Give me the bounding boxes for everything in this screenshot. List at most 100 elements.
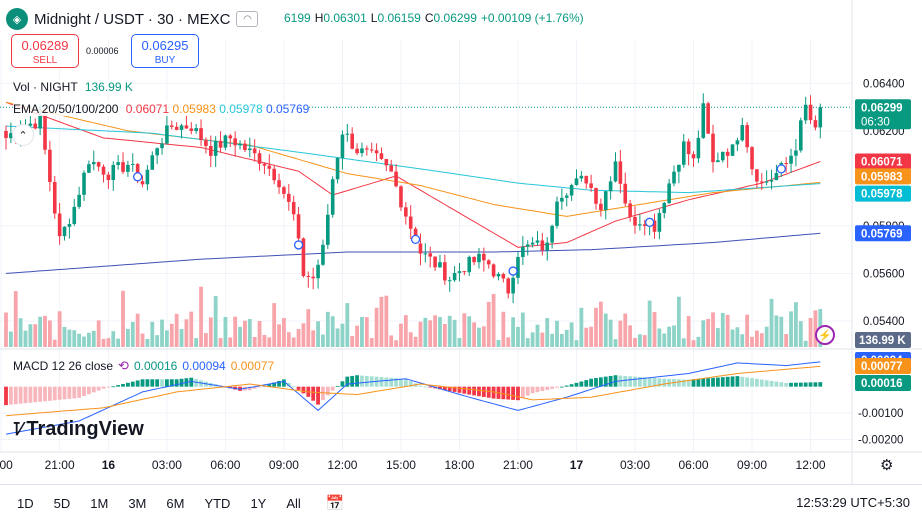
macd-histogram-bar	[481, 386, 486, 397]
macd-histogram-bar	[662, 378, 667, 387]
volume-bar	[86, 332, 91, 347]
tradingview-mark-icon: ⊺⁄	[12, 419, 22, 439]
macd-histogram-bar	[637, 376, 642, 387]
ema-legend[interactable]: EMA 20/50/100/200 0.06071 0.05983 0.0597…	[13, 102, 310, 116]
volume-bar	[428, 320, 433, 347]
range-3m[interactable]: 3M	[128, 495, 147, 511]
candle	[618, 161, 623, 184]
volume-bar	[540, 332, 545, 347]
buy-price: 0.06295	[141, 38, 189, 53]
macd-histogram-bar	[130, 381, 135, 387]
macd-histogram-bar	[730, 376, 735, 387]
macd-legend[interactable]: MACD 12 26 close ⟲ 0.00016 0.00094 0.000…	[13, 358, 275, 373]
volume-bar	[252, 336, 257, 347]
candle	[472, 256, 476, 263]
candle	[652, 220, 657, 232]
candle	[4, 130, 8, 139]
tradingview-logo[interactable]: ⊺⁄ TradingView	[12, 418, 144, 440]
macd-histogram-bar	[623, 375, 628, 387]
candle	[447, 280, 452, 282]
volume-bar	[803, 340, 808, 347]
chart-canvas[interactable]: 0.064000.062000.058000.056000.05400-0.00…	[0, 0, 922, 484]
price-tick-label: 0.05600	[863, 268, 905, 280]
range-1m[interactable]: 1M	[90, 495, 109, 511]
macd-histogram-bar	[657, 378, 662, 387]
macd-histogram-bar	[301, 386, 306, 394]
macd-histogram-bar	[745, 377, 750, 387]
price-label-tag	[855, 153, 911, 170]
range-all[interactable]: All	[286, 495, 301, 511]
volume-bar	[764, 326, 769, 347]
macd-histogram-bar	[257, 386, 262, 388]
range-ytd[interactable]: YTD	[204, 495, 231, 511]
chevron-up-icon[interactable]: ⌃	[12, 124, 34, 146]
range-5d[interactable]: 5D	[53, 495, 71, 511]
volume-bar	[545, 317, 550, 347]
clock[interactable]: 12:53:29 UTC+5:30	[796, 495, 910, 510]
volume-bar	[438, 317, 442, 347]
macd-histogram-bar	[335, 385, 340, 387]
eye-icon[interactable]: ◠	[236, 11, 259, 27]
volume-bar	[199, 286, 203, 347]
volume-bar	[165, 330, 169, 347]
cycle-icon[interactable]: ⟲	[118, 358, 129, 373]
candle	[545, 242, 550, 251]
buy-button[interactable]: 0.06295 BUY	[131, 34, 199, 68]
volume-bar	[481, 326, 486, 347]
volume-bar	[525, 338, 530, 347]
candle	[506, 278, 511, 294]
macd-histogram-bar	[550, 386, 555, 389]
macd-histogram-bar	[759, 379, 764, 387]
candle	[584, 175, 589, 184]
candle	[750, 147, 754, 170]
volume-bar	[223, 317, 228, 347]
candle	[686, 141, 691, 155]
candle	[301, 238, 306, 276]
macd-histogram-bar	[4, 386, 8, 406]
annotation-marker	[776, 164, 786, 174]
candle	[369, 149, 374, 151]
price-label-text: 0.06299	[861, 102, 903, 114]
lightning-icon[interactable]: ⚡	[815, 325, 835, 345]
time-label: 21:00	[503, 458, 533, 472]
candle	[321, 244, 325, 265]
candle	[521, 246, 525, 257]
volume-legend[interactable]: Vol · NIGHT 136.99 K	[13, 80, 133, 94]
macd-histogram-bar	[511, 386, 516, 400]
candle	[696, 137, 701, 159]
price-axis: 0.064000.062000.058000.056000.05400-0.00…	[855, 78, 911, 446]
range-1d[interactable]: 1D	[17, 495, 34, 511]
volume-bar	[794, 302, 798, 347]
macd-histogram-bar	[525, 386, 530, 396]
calendar-range-icon[interactable]: 📅	[325, 495, 345, 512]
symbol-title[interactable]: Midnight / USDT · 30 · MEXC	[34, 10, 231, 28]
macd-histogram-bar	[633, 376, 637, 387]
candle	[282, 187, 286, 194]
candle	[174, 126, 179, 130]
volume-bar	[506, 337, 511, 347]
sell-button[interactable]: 0.06289 SELL	[11, 34, 79, 68]
candle	[482, 253, 486, 261]
gear-icon[interactable]: ⚙	[880, 457, 894, 474]
macd-histogram-bar	[530, 386, 535, 394]
range-1y[interactable]: 1Y	[250, 495, 267, 511]
candle	[208, 146, 213, 156]
range-6m[interactable]: 6M	[166, 495, 185, 511]
candle	[613, 161, 618, 182]
candle	[306, 275, 311, 277]
macd-histogram-bar	[545, 386, 550, 390]
price-label-text: 0.05978	[861, 189, 903, 201]
volume-bar	[369, 338, 374, 347]
symbol-header[interactable]: ◈ Midnight / USDT · 30 · MEXC ◠	[6, 6, 263, 32]
macd-histogram-bar	[442, 386, 447, 391]
macd-histogram-bar	[165, 379, 169, 387]
volume-bar	[720, 312, 725, 347]
ema50-value: 0.05983	[172, 102, 216, 116]
candle	[681, 141, 686, 165]
volume-bar	[569, 322, 574, 347]
volume-bar	[228, 337, 233, 347]
volume-bar	[101, 338, 106, 347]
volume-bar	[282, 318, 286, 347]
candle	[623, 183, 628, 204]
macd-signal-line	[5, 365, 821, 417]
